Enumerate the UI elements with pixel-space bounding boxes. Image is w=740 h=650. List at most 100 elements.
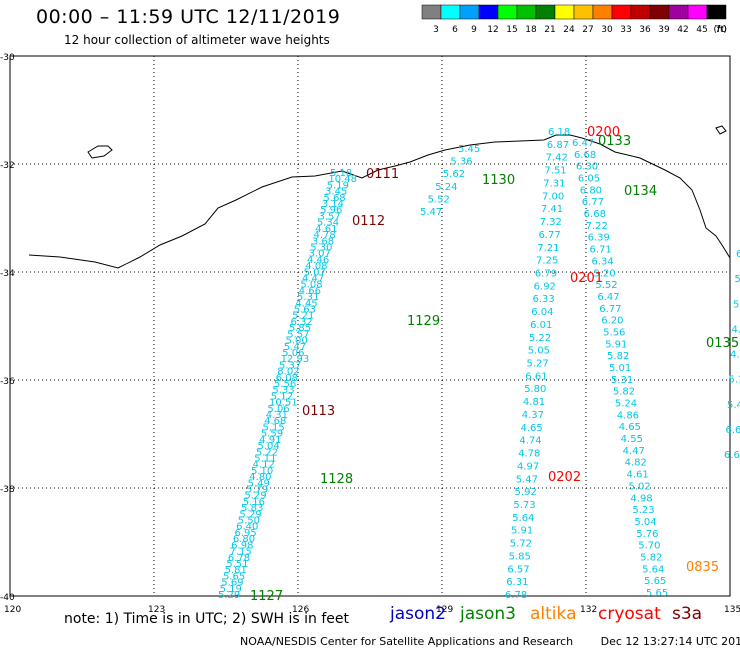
swh-value: 4.82	[625, 458, 647, 469]
swh-value: 5.56	[603, 327, 625, 338]
swh-value: 4.61	[627, 470, 649, 481]
pass-time-label: 1130	[482, 173, 515, 188]
swh-value: 4.86	[617, 410, 639, 421]
swh-value: 5.22	[529, 333, 551, 344]
swh-tracks: 5.295.195.695.655.815.516.787.156.986.80…	[218, 125, 740, 604]
swh-value: 6.40	[236, 522, 258, 533]
swh-value: 4.96	[730, 350, 740, 361]
swh-value: 6.66	[726, 425, 740, 436]
swh-value: 4.08	[305, 261, 327, 272]
swh-value: 5.10	[251, 466, 273, 477]
swh-value: 6.77	[582, 197, 604, 208]
swh-value: 5.23	[632, 505, 654, 516]
swh-value: 5.27	[527, 359, 549, 370]
swh-value: 5.64	[642, 564, 664, 575]
swh-value: 6.18	[548, 127, 570, 138]
swh-value: 6.05	[578, 174, 600, 185]
swh-value: 7.15	[230, 547, 252, 558]
swh-value: 5.29	[244, 491, 266, 502]
swh-value: 4.61	[315, 224, 337, 235]
swh-value: 4.91	[259, 435, 281, 446]
sat-jason3: jason3	[460, 604, 516, 624]
legend-label: 30	[601, 25, 613, 35]
swh-value: 5.08	[300, 280, 322, 291]
swh-value: 5.69	[221, 578, 243, 589]
swh-value: 7.25	[536, 256, 558, 267]
swh-value: 6.80	[233, 534, 255, 545]
swh-value: 5.30	[310, 242, 332, 253]
swh-value: 6.31	[736, 249, 740, 260]
legend-swatch	[421, 4, 442, 20]
sat-altika: altika	[530, 604, 577, 624]
pass-time-label: 0201	[570, 271, 603, 286]
legend-swatch	[535, 4, 556, 20]
swh-value: 5.50	[238, 516, 260, 527]
swh-value: 7.00	[542, 191, 564, 202]
swh-value: 4.47	[623, 446, 645, 457]
swh-value: 7.21	[537, 243, 559, 254]
swh-value: 5.01	[609, 363, 631, 374]
swh-value: 5.82	[613, 387, 635, 398]
swh-value: 10.48	[328, 174, 357, 185]
legend-label: 6	[452, 25, 458, 35]
page-title: 00:00 – 11:59 UTC 12/11/2019	[36, 6, 341, 28]
swh-value: 5.36	[450, 157, 472, 168]
swh-value: 4.37	[522, 410, 544, 421]
swh-value: 3.14	[322, 199, 344, 210]
swh-value: 5.91	[605, 339, 627, 350]
legend-label: 70	[715, 25, 727, 35]
swh-value: 5.46	[727, 400, 740, 411]
sat-cryosat: cryosat	[598, 604, 661, 624]
legend-swatch	[630, 4, 651, 20]
legend-label: 21	[544, 25, 555, 35]
lon-label: 135	[724, 605, 740, 615]
pass-time-label: 0200	[587, 125, 620, 140]
swh-value: 5.76	[636, 529, 658, 540]
swh-value: 5.00	[286, 336, 308, 347]
swh-value: 5.65	[646, 588, 668, 599]
legend-label: 24	[563, 25, 575, 35]
swh-value: 6.04	[531, 307, 553, 318]
swh-value: 7.22	[586, 221, 608, 232]
legend-label: 18	[525, 25, 537, 35]
legend-label: 3	[433, 25, 439, 35]
pass-time-label: 0134	[624, 184, 657, 199]
swh-value: 3.45	[325, 187, 347, 198]
swh-value: 5.10	[733, 299, 740, 310]
swh-value: 4.12	[253, 460, 275, 471]
swh-value: 5.65	[223, 571, 245, 582]
swh-value: 5.82	[607, 351, 629, 362]
swh-value: 4.98	[630, 493, 652, 504]
lon-label: 120	[4, 605, 21, 615]
legend-swatch	[592, 4, 613, 20]
swh-value: 5.22	[256, 447, 278, 458]
swh-value: 4.78	[314, 230, 336, 241]
swh-value: 7.42	[546, 153, 568, 164]
swh-value: 5.68	[323, 193, 345, 204]
swh-value: 5.12	[271, 391, 293, 402]
island-west	[87, 145, 113, 159]
lat-label: -38	[0, 485, 15, 495]
swh-value: 6.80	[580, 185, 602, 196]
swh-value: 6.68	[584, 209, 606, 220]
swh-value: 5.24	[435, 182, 457, 193]
swh-value: 5.18	[330, 168, 352, 179]
units-note: note: 1) Time is in UTC; 2) SWH is in fe…	[64, 611, 350, 627]
pass-time-label: 1128	[320, 472, 353, 487]
footer-timestamp: Dec 12 13:27:14 UTC 2019	[600, 635, 740, 648]
swh-value: 5.31	[611, 375, 633, 386]
legend-label: 9	[471, 25, 477, 35]
swh-value: 3.57	[318, 211, 340, 222]
swh-value: 5.57	[287, 329, 309, 340]
lon-label: 123	[148, 605, 165, 615]
legend-swatch	[478, 4, 499, 20]
swh-value: 5.45	[458, 144, 480, 155]
swh-value: 6.34	[591, 256, 613, 267]
swh-value: 5.47	[284, 342, 306, 353]
swh-value: 5.47	[420, 207, 442, 218]
legend-swatch	[554, 4, 575, 20]
lat-label: -36	[0, 377, 15, 387]
swh-value: 6.68	[574, 150, 596, 161]
swh-value: 6.47	[597, 292, 619, 303]
swh-value: 4.66	[299, 286, 321, 297]
